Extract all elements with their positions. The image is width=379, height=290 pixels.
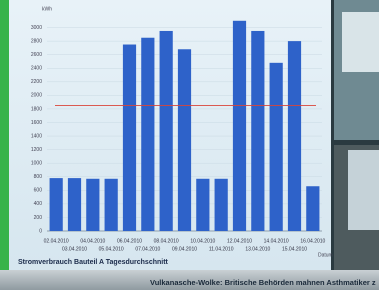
ticker-text: Vulkanasche-Wolke: Britische Behörden ma… — [150, 278, 376, 287]
x-tick-label: 16.04.2010 — [300, 238, 325, 244]
x-tick-label: 10.04.2010 — [190, 238, 215, 244]
y-tick-label: 400 — [34, 201, 43, 207]
bar — [251, 31, 264, 231]
x-tick-label: 04.04.2010 — [80, 238, 105, 244]
x-tick-label: 12.04.2010 — [227, 238, 252, 244]
y-tick-label: 1000 — [31, 161, 42, 167]
x-tick-label: 06.04.2010 — [117, 238, 142, 244]
bar — [270, 63, 283, 231]
bar — [141, 38, 154, 231]
y-tick-label: 1600 — [31, 120, 42, 126]
x-tick-label: 08.04.2010 — [154, 238, 179, 244]
y-tick-label: 1800 — [31, 106, 42, 112]
bar — [306, 186, 319, 231]
bar — [123, 45, 136, 231]
photo-detail — [348, 150, 379, 230]
bar — [50, 178, 63, 231]
y-tick-label: 200 — [34, 215, 43, 221]
y-tick-label: 3000 — [31, 25, 42, 31]
bar — [288, 41, 301, 231]
x-tick-label: 03.04.2010 — [62, 246, 87, 252]
photo-detail — [342, 12, 379, 72]
bar — [160, 31, 173, 231]
y-tick-label: 2400 — [31, 66, 42, 72]
chart-title: Stromverbrauch Bauteil A Tagesdurchschni… — [18, 259, 169, 266]
y-tick-label: 1200 — [31, 147, 42, 153]
bar — [196, 179, 209, 231]
bar — [233, 21, 246, 231]
x-tick-label: 09.04.2010 — [172, 246, 197, 252]
side-strip — [0, 0, 9, 270]
screen: Vulkanasche-Wolke: Britische Behörden ma… — [0, 0, 379, 290]
bar — [215, 179, 228, 231]
x-tick-label: 13.04.2010 — [245, 246, 270, 252]
x-tick-label: 15.04.2010 — [282, 246, 307, 252]
y-tick-label: 800 — [34, 174, 43, 180]
x-tick-label: 14.04.2010 — [264, 238, 289, 244]
x-tick-label: 11.04.2010 — [209, 246, 234, 252]
bar — [86, 179, 99, 231]
x-tick-label: 05.04.2010 — [99, 246, 124, 252]
page: Vulkanasche-Wolke: Britische Behörden ma… — [0, 0, 379, 290]
y-axis-label: kWh — [42, 6, 52, 12]
y-tick-label: 2000 — [31, 93, 42, 99]
y-tick-label: 2800 — [31, 38, 42, 44]
bar — [178, 49, 191, 231]
y-tick-label: 2600 — [31, 52, 42, 58]
x-tick-label: 07.04.2010 — [135, 246, 160, 252]
y-tick-label: 600 — [34, 188, 43, 194]
bar — [105, 179, 118, 231]
y-tick-label: 0 — [39, 228, 42, 234]
y-tick-label: 2200 — [31, 79, 42, 85]
x-axis-label: Datum — [318, 252, 333, 258]
bar — [68, 178, 81, 231]
y-tick-label: 1400 — [31, 133, 42, 139]
x-tick-label: 02.04.2010 — [44, 238, 69, 244]
